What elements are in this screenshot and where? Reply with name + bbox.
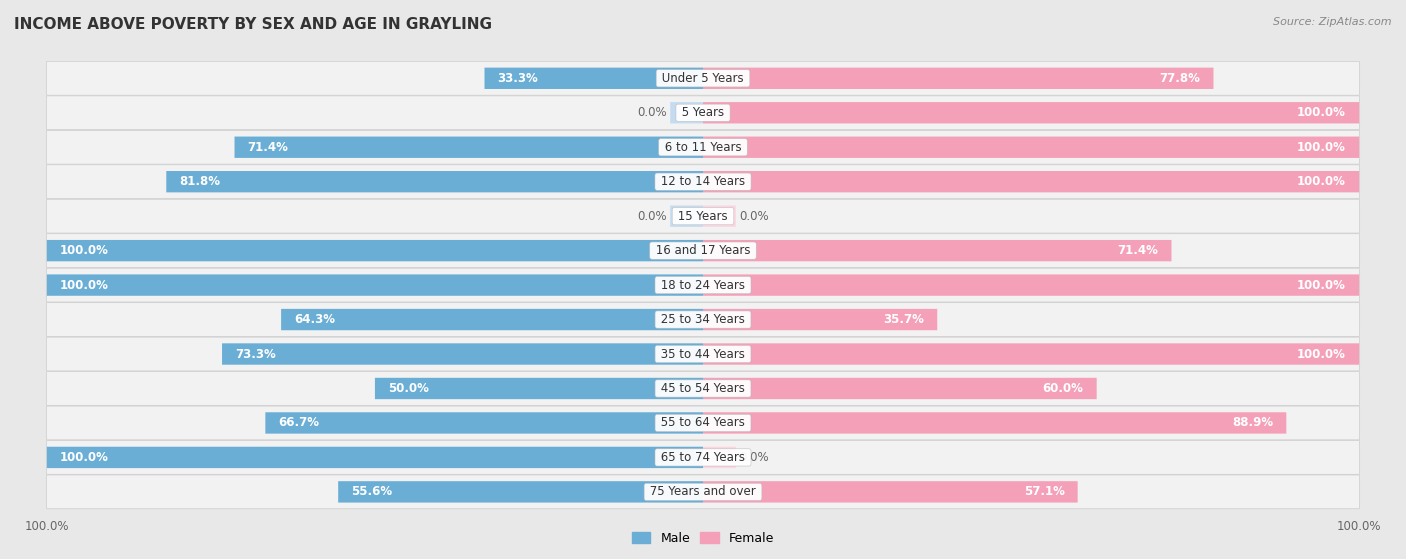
Text: 65 to 74 Years: 65 to 74 Years bbox=[657, 451, 749, 464]
FancyBboxPatch shape bbox=[703, 274, 1360, 296]
FancyBboxPatch shape bbox=[46, 274, 703, 296]
Text: 12 to 14 Years: 12 to 14 Years bbox=[657, 175, 749, 188]
Text: 100.0%: 100.0% bbox=[1298, 278, 1346, 292]
Text: 16 and 17 Years: 16 and 17 Years bbox=[652, 244, 754, 257]
FancyBboxPatch shape bbox=[281, 309, 703, 330]
Text: 5 Years: 5 Years bbox=[678, 106, 728, 119]
FancyBboxPatch shape bbox=[703, 68, 1213, 89]
FancyBboxPatch shape bbox=[46, 406, 1360, 440]
FancyBboxPatch shape bbox=[485, 68, 703, 89]
FancyBboxPatch shape bbox=[266, 413, 703, 434]
Text: 64.3%: 64.3% bbox=[294, 313, 335, 326]
Text: 100.0%: 100.0% bbox=[1298, 141, 1346, 154]
FancyBboxPatch shape bbox=[703, 136, 1360, 158]
Text: 0.0%: 0.0% bbox=[637, 210, 666, 222]
FancyBboxPatch shape bbox=[703, 102, 1360, 124]
Text: 15 Years: 15 Years bbox=[675, 210, 731, 222]
FancyBboxPatch shape bbox=[671, 102, 703, 124]
Text: 50.0%: 50.0% bbox=[388, 382, 429, 395]
FancyBboxPatch shape bbox=[46, 165, 1360, 198]
Legend: Male, Female: Male, Female bbox=[631, 532, 775, 544]
Text: 81.8%: 81.8% bbox=[180, 175, 221, 188]
FancyBboxPatch shape bbox=[703, 240, 1171, 261]
FancyBboxPatch shape bbox=[703, 343, 1360, 364]
Text: 100.0%: 100.0% bbox=[1298, 175, 1346, 188]
Text: Under 5 Years: Under 5 Years bbox=[658, 72, 748, 85]
Text: 100.0%: 100.0% bbox=[60, 278, 108, 292]
Text: 100.0%: 100.0% bbox=[60, 451, 108, 464]
FancyBboxPatch shape bbox=[235, 136, 703, 158]
Text: 60.0%: 60.0% bbox=[1043, 382, 1084, 395]
Text: 45 to 54 Years: 45 to 54 Years bbox=[657, 382, 749, 395]
Text: 57.1%: 57.1% bbox=[1024, 485, 1064, 499]
Text: 66.7%: 66.7% bbox=[278, 416, 319, 429]
Text: 100.0%: 100.0% bbox=[1298, 348, 1346, 361]
FancyBboxPatch shape bbox=[703, 171, 1360, 192]
FancyBboxPatch shape bbox=[46, 475, 1360, 509]
Text: 88.9%: 88.9% bbox=[1232, 416, 1274, 429]
FancyBboxPatch shape bbox=[703, 447, 735, 468]
FancyBboxPatch shape bbox=[46, 61, 1360, 95]
FancyBboxPatch shape bbox=[375, 378, 703, 399]
FancyBboxPatch shape bbox=[703, 378, 1097, 399]
FancyBboxPatch shape bbox=[46, 337, 1360, 371]
FancyBboxPatch shape bbox=[46, 372, 1360, 405]
Text: 55 to 64 Years: 55 to 64 Years bbox=[657, 416, 749, 429]
FancyBboxPatch shape bbox=[46, 234, 1360, 268]
FancyBboxPatch shape bbox=[166, 171, 703, 192]
FancyBboxPatch shape bbox=[46, 199, 1360, 233]
Text: 100.0%: 100.0% bbox=[1298, 106, 1346, 119]
FancyBboxPatch shape bbox=[339, 481, 703, 503]
FancyBboxPatch shape bbox=[46, 96, 1360, 130]
Text: 100.0%: 100.0% bbox=[60, 244, 108, 257]
FancyBboxPatch shape bbox=[46, 130, 1360, 164]
Text: INCOME ABOVE POVERTY BY SEX AND AGE IN GRAYLING: INCOME ABOVE POVERTY BY SEX AND AGE IN G… bbox=[14, 17, 492, 32]
Text: Source: ZipAtlas.com: Source: ZipAtlas.com bbox=[1274, 17, 1392, 27]
Text: 71.4%: 71.4% bbox=[1118, 244, 1159, 257]
FancyBboxPatch shape bbox=[703, 481, 1077, 503]
FancyBboxPatch shape bbox=[46, 440, 1360, 474]
Text: 71.4%: 71.4% bbox=[247, 141, 288, 154]
Text: 55.6%: 55.6% bbox=[352, 485, 392, 499]
Text: 0.0%: 0.0% bbox=[637, 106, 666, 119]
Text: 77.8%: 77.8% bbox=[1160, 72, 1201, 85]
Text: 0.0%: 0.0% bbox=[740, 210, 769, 222]
FancyBboxPatch shape bbox=[46, 240, 703, 261]
Text: 35 to 44 Years: 35 to 44 Years bbox=[657, 348, 749, 361]
Text: 0.0%: 0.0% bbox=[740, 451, 769, 464]
Text: 75 Years and over: 75 Years and over bbox=[647, 485, 759, 499]
FancyBboxPatch shape bbox=[222, 343, 703, 364]
FancyBboxPatch shape bbox=[703, 309, 938, 330]
Text: 6 to 11 Years: 6 to 11 Years bbox=[661, 141, 745, 154]
Text: 33.3%: 33.3% bbox=[498, 72, 538, 85]
FancyBboxPatch shape bbox=[46, 447, 703, 468]
FancyBboxPatch shape bbox=[46, 268, 1360, 302]
FancyBboxPatch shape bbox=[703, 206, 735, 227]
Text: 73.3%: 73.3% bbox=[235, 348, 276, 361]
FancyBboxPatch shape bbox=[671, 206, 703, 227]
FancyBboxPatch shape bbox=[703, 413, 1286, 434]
Text: 35.7%: 35.7% bbox=[883, 313, 924, 326]
Text: 25 to 34 Years: 25 to 34 Years bbox=[657, 313, 749, 326]
Text: 18 to 24 Years: 18 to 24 Years bbox=[657, 278, 749, 292]
FancyBboxPatch shape bbox=[46, 302, 1360, 337]
